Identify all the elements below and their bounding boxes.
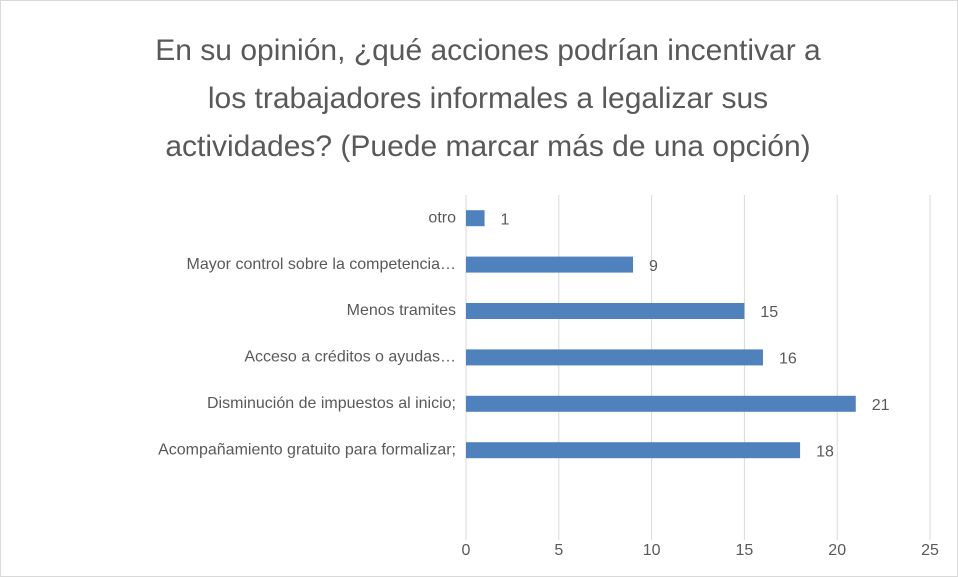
data-label: 1 <box>501 211 510 228</box>
x-tick-label: 20 <box>828 542 846 559</box>
x-tick-label: 25 <box>921 542 939 559</box>
data-label: 16 <box>779 351 797 368</box>
bar <box>466 442 801 459</box>
bar <box>466 395 856 412</box>
x-tick-label: 10 <box>643 542 661 559</box>
x-tick-label: 5 <box>554 542 563 559</box>
y-tick-label: Disminución de impuestos al inicio; <box>207 395 456 412</box>
x-tick-label: 15 <box>736 542 754 559</box>
bar <box>466 210 485 227</box>
data-label: 9 <box>649 258 658 275</box>
data-label: 15 <box>760 304 778 321</box>
chart-title: los trabajadores informales a legalizar … <box>208 82 768 115</box>
y-tick-label: Menos tramites <box>347 302 456 319</box>
data-label: 21 <box>872 397 890 414</box>
y-tick-label: Mayor control sobre la competencia… <box>187 256 456 273</box>
bar <box>466 349 763 366</box>
data-label: 18 <box>816 443 834 460</box>
y-tick-label: Acompañamiento gratuito para formalizar; <box>158 441 456 458</box>
y-tick-label: Acceso a créditos o ayudas… <box>244 349 456 366</box>
x-tick-label: 0 <box>462 542 471 559</box>
bar <box>466 303 745 319</box>
bar <box>466 256 634 273</box>
chart-title: En su opinión, ¿qué acciones podrían inc… <box>155 34 821 67</box>
chart-title: actividades? (Puede marcar más de una op… <box>165 130 810 163</box>
y-tick-label: otro <box>428 209 456 226</box>
